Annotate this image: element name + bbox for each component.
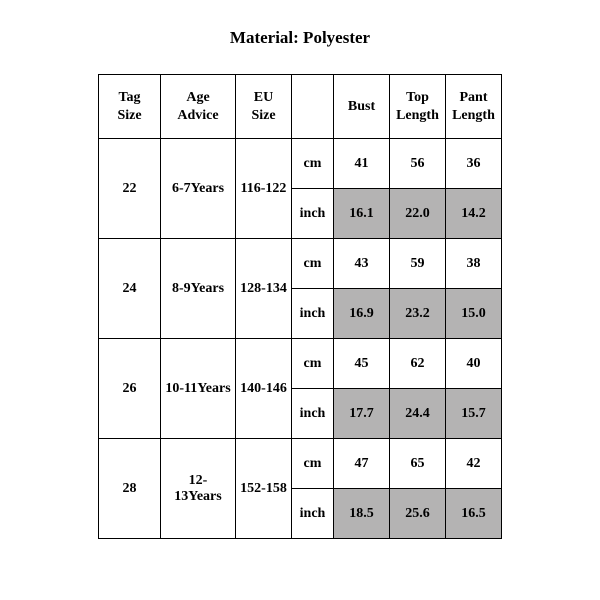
cell-unit-inch: inch	[292, 489, 334, 539]
cell-tag: 24	[99, 239, 161, 339]
cell-top-cm: 65	[390, 439, 446, 489]
cell-unit-cm: cm	[292, 339, 334, 389]
cell-pant-inch: 15.0	[446, 289, 502, 339]
cell-pant-inch: 14.2	[446, 189, 502, 239]
cell-top-cm: 62	[390, 339, 446, 389]
cell-eu: 116-122	[236, 139, 292, 239]
cell-pant-cm: 36	[446, 139, 502, 189]
cell-bust-cm: 41	[334, 139, 390, 189]
cell-unit-inch: inch	[292, 289, 334, 339]
cell-tag: 28	[99, 439, 161, 539]
cell-top-cm: 59	[390, 239, 446, 289]
col-eu-size: EU Size	[236, 75, 292, 139]
cell-bust-inch: 16.9	[334, 289, 390, 339]
col-bust: Bust	[334, 75, 390, 139]
cell-unit-cm: cm	[292, 239, 334, 289]
cell-eu: 152-158	[236, 439, 292, 539]
cell-bust-inch: 16.1	[334, 189, 390, 239]
cell-pant-inch: 15.7	[446, 389, 502, 439]
table-row: 22 6-7Years 116-122 cm 41 56 36	[99, 139, 502, 189]
col-age-advice: Age Advice	[161, 75, 236, 139]
cell-eu: 128-134	[236, 239, 292, 339]
cell-pant-cm: 40	[446, 339, 502, 389]
cell-bust-inch: 18.5	[334, 489, 390, 539]
cell-top-inch: 22.0	[390, 189, 446, 239]
cell-top-inch: 25.6	[390, 489, 446, 539]
cell-unit-inch: inch	[292, 389, 334, 439]
col-tag-size: Tag Size	[99, 75, 161, 139]
table-row: 24 8-9Years 128-134 cm 43 59 38	[99, 239, 502, 289]
cell-tag: 22	[99, 139, 161, 239]
cell-top-cm: 56	[390, 139, 446, 189]
cell-unit-inch: inch	[292, 189, 334, 239]
cell-pant-cm: 42	[446, 439, 502, 489]
table-header-row: Tag Size Age Advice EU Size Bust Top Len…	[99, 75, 502, 139]
col-unit	[292, 75, 334, 139]
page-title: Material: Polyester	[0, 28, 600, 48]
cell-top-inch: 23.2	[390, 289, 446, 339]
table-row: 26 10-11Years 140-146 cm 45 62 40	[99, 339, 502, 389]
cell-unit-cm: cm	[292, 439, 334, 489]
cell-age: 12-13Years	[161, 439, 236, 539]
col-top-length: Top Length	[390, 75, 446, 139]
cell-bust-cm: 45	[334, 339, 390, 389]
cell-bust-cm: 47	[334, 439, 390, 489]
cell-age: 10-11Years	[161, 339, 236, 439]
col-pant-length: Pant Length	[446, 75, 502, 139]
cell-bust-inch: 17.7	[334, 389, 390, 439]
cell-eu: 140-146	[236, 339, 292, 439]
cell-tag: 26	[99, 339, 161, 439]
cell-top-inch: 24.4	[390, 389, 446, 439]
size-table: Tag Size Age Advice EU Size Bust Top Len…	[98, 74, 502, 539]
page: Material: Polyester Tag Size Age Advice …	[0, 0, 600, 600]
cell-pant-inch: 16.5	[446, 489, 502, 539]
cell-unit-cm: cm	[292, 139, 334, 189]
cell-pant-cm: 38	[446, 239, 502, 289]
cell-bust-cm: 43	[334, 239, 390, 289]
table-row: 28 12-13Years 152-158 cm 47 65 42	[99, 439, 502, 489]
cell-age: 8-9Years	[161, 239, 236, 339]
cell-age: 6-7Years	[161, 139, 236, 239]
